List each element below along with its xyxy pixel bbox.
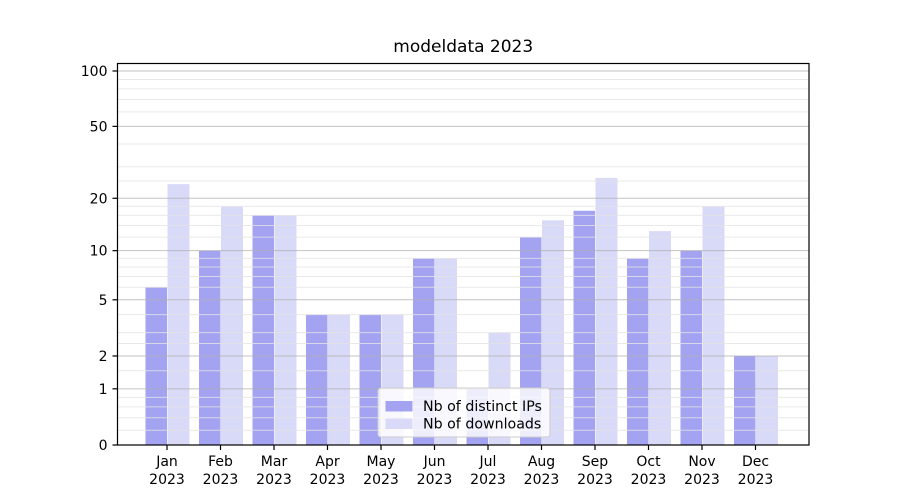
x-tick-label-year: 2023 <box>149 472 185 488</box>
plot-border <box>116 62 810 446</box>
x-tick-label-month: Nov <box>688 454 715 470</box>
x-tick-label-year: 2023 <box>577 472 613 488</box>
y-tick-label: 2 <box>99 349 108 365</box>
bar-distinct-ips-dec <box>734 355 756 445</box>
bar-distinct-ips-apr <box>306 314 328 445</box>
bar-distinct-ips-nov <box>680 250 702 445</box>
bar-downloads-dec <box>756 355 778 445</box>
x-tick-label-month: Jun <box>423 454 446 470</box>
legend-label-downloads: Nb of downloads <box>423 417 541 433</box>
x-tick-label-year: 2023 <box>203 472 239 488</box>
bar-downloads-oct <box>649 231 671 445</box>
x-tick-label-month: Sep <box>582 454 609 470</box>
x-tick-label-month: Jul <box>479 454 497 470</box>
y-tick-label: 20 <box>90 191 108 207</box>
x-tick-label-month: Oct <box>636 454 661 470</box>
bar-downloads-feb <box>221 206 243 445</box>
bar-downloads-apr <box>328 314 350 445</box>
x-tick-label-month: Aug <box>528 454 555 470</box>
x-tick-label-year: 2023 <box>470 472 506 488</box>
y-tick-label: 5 <box>99 293 108 309</box>
bar-downloads-nov <box>702 206 725 445</box>
bar-distinct-ips-feb <box>199 250 221 445</box>
bar-distinct-ips-mar <box>252 215 274 445</box>
bar-downloads-mar <box>274 215 297 445</box>
legend-box <box>377 387 551 438</box>
x-tick-label-month: May <box>367 454 396 470</box>
bar-distinct-ips-oct <box>627 258 649 445</box>
bar-distinct-ips-may <box>359 314 381 445</box>
y-tick-label: 10 <box>90 244 108 260</box>
y-tick-label: 0 <box>99 438 108 454</box>
x-tick-label-year: 2023 <box>310 472 346 488</box>
legend: Nb of distinct IPs Nb of downloads <box>377 387 551 438</box>
x-tick-label-month: Apr <box>315 454 339 470</box>
x-tick-label-month: Jan <box>155 454 178 470</box>
x-tick-label-year: 2023 <box>684 472 720 488</box>
chart-title: modeldata 2023 <box>393 37 533 57</box>
legend-label-distinct-ips: Nb of distinct IPs <box>423 399 542 415</box>
y-tick-label: 1 <box>99 382 108 398</box>
x-tick-label-month: Mar <box>261 454 288 470</box>
x-tick-label-year: 2023 <box>631 472 667 488</box>
x-tick-label-month: Feb <box>208 454 233 470</box>
legend-swatch-distinct-ips <box>385 401 413 412</box>
bar-downloads-sep <box>595 177 618 445</box>
legend-swatch-downloads <box>385 418 413 429</box>
x-tick-label-year: 2023 <box>256 472 292 488</box>
bar-distinct-ips-jan <box>145 287 167 445</box>
x-tick-label-year: 2023 <box>738 472 774 488</box>
x-tick-label-year: 2023 <box>524 472 560 488</box>
bar-distinct-ips-sep <box>573 210 595 445</box>
x-tick-label-month: Dec <box>742 454 769 470</box>
y-tick-label: 100 <box>81 64 108 80</box>
x-tick-label-year: 2023 <box>417 472 453 488</box>
x-tick-label-year: 2023 <box>363 472 399 488</box>
y-tick-label: 50 <box>90 119 108 135</box>
